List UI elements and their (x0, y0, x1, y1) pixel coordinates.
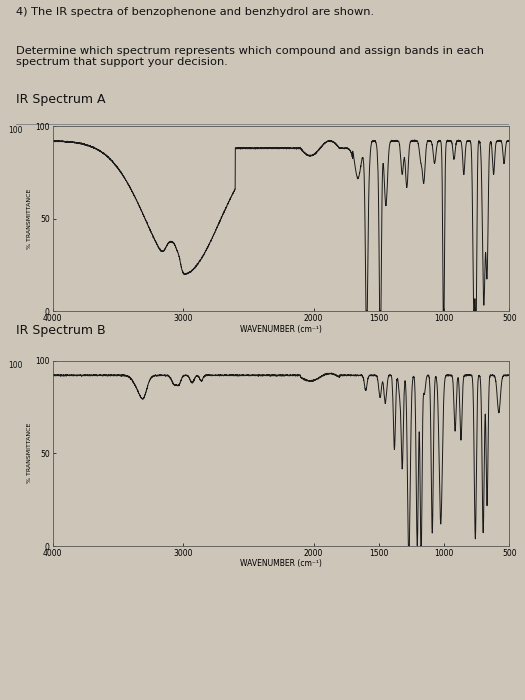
Text: 100: 100 (8, 360, 23, 370)
Text: IR Spectrum A: IR Spectrum A (16, 93, 105, 106)
Y-axis label: % TRANSMITTANCE: % TRANSMITTANCE (27, 188, 33, 249)
Y-axis label: % TRANSMITTANCE: % TRANSMITTANCE (27, 423, 33, 484)
X-axis label: WAVENUMBER (cm⁻¹): WAVENUMBER (cm⁻¹) (240, 559, 322, 568)
Text: IR Spectrum B: IR Spectrum B (16, 324, 106, 337)
Text: 100: 100 (8, 126, 23, 135)
X-axis label: WAVENUMBER (cm⁻¹): WAVENUMBER (cm⁻¹) (240, 325, 322, 334)
Text: Determine which spectrum represents which compound and assign bands in each
spec: Determine which spectrum represents whic… (16, 46, 484, 67)
Text: 4) The IR spectra of benzophenone and benzhydrol are shown.: 4) The IR spectra of benzophenone and be… (16, 7, 374, 17)
